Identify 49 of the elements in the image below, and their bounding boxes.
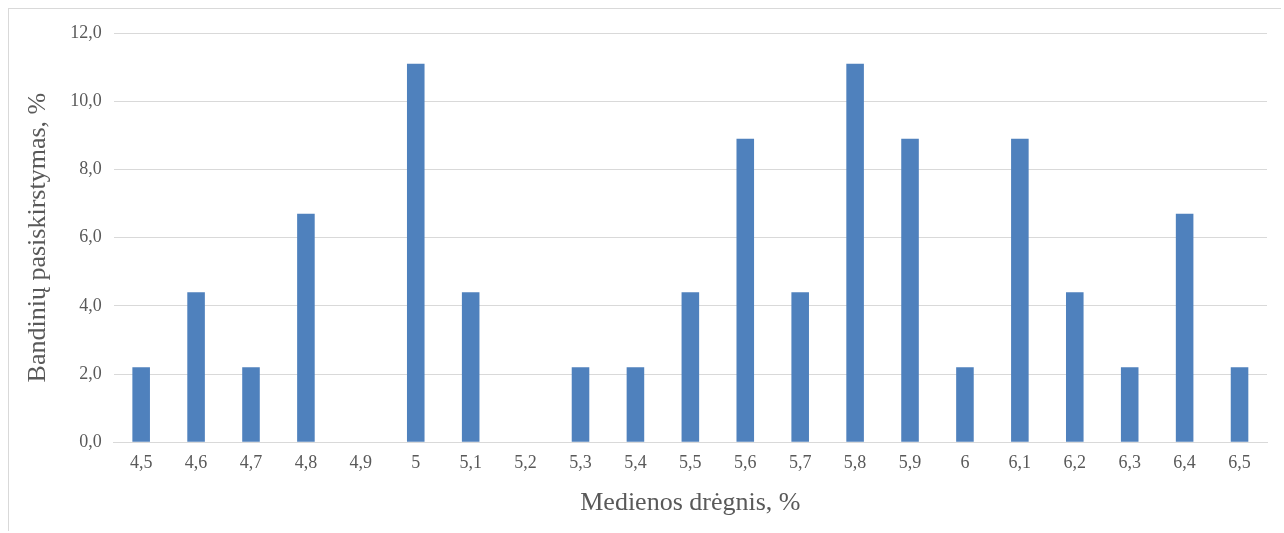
x-tick-label: 6,1 bbox=[1008, 451, 1032, 472]
bar bbox=[187, 292, 205, 442]
bar bbox=[132, 367, 150, 442]
x-tick-label: 4,5 bbox=[129, 451, 153, 472]
x-tick-label: 5,4 bbox=[624, 451, 647, 472]
bar bbox=[901, 138, 919, 442]
x-tick-label: 5,9 bbox=[898, 451, 922, 472]
bar bbox=[406, 63, 425, 442]
bar bbox=[956, 367, 974, 442]
x-tick-label: 5,1 bbox=[459, 451, 482, 472]
bar bbox=[681, 292, 700, 442]
bar bbox=[571, 367, 590, 442]
x-tick-label: 4,9 bbox=[349, 451, 373, 472]
bar bbox=[1120, 367, 1139, 442]
bar bbox=[242, 367, 260, 442]
x-tick-label: 6 bbox=[960, 451, 970, 472]
x-tick-label: 6,4 bbox=[1173, 451, 1196, 472]
x-tick-label: 5,3 bbox=[569, 451, 592, 472]
x-tick-label: 6,2 bbox=[1063, 451, 1087, 472]
x-axis-title: Medienos drėgnis, % bbox=[580, 487, 801, 517]
y-tick-label: 2,0 bbox=[79, 362, 102, 383]
x-tick-label: 6,3 bbox=[1118, 451, 1141, 472]
x-tick-label: 4,7 bbox=[239, 451, 263, 472]
bar bbox=[1230, 367, 1249, 442]
y-tick-label: 6,0 bbox=[79, 226, 102, 247]
y-axis-title: Bandinių pasiskirstymas, % bbox=[22, 92, 52, 383]
x-tick-label: 5,8 bbox=[843, 451, 867, 472]
bar bbox=[1175, 213, 1194, 442]
x-tick-label: 6,5 bbox=[1228, 451, 1251, 472]
bar bbox=[1066, 292, 1084, 442]
y-tick-label: 4,0 bbox=[79, 294, 102, 315]
bar bbox=[736, 138, 755, 442]
y-tick-label: 10,0 bbox=[70, 89, 102, 110]
x-tick-label: 5,6 bbox=[734, 451, 757, 472]
bar bbox=[1011, 138, 1029, 442]
y-tick-label: 0,0 bbox=[79, 430, 102, 451]
x-tick-label: 4,8 bbox=[294, 451, 318, 472]
x-tick-label: 5,7 bbox=[788, 451, 812, 472]
x-tick-label: 5,5 bbox=[679, 451, 702, 472]
bar bbox=[626, 367, 645, 442]
bar bbox=[846, 63, 864, 442]
bar bbox=[791, 292, 809, 442]
y-tick-label: 12,0 bbox=[70, 21, 102, 42]
y-tick-label: 8,0 bbox=[79, 158, 102, 179]
bar bbox=[461, 292, 480, 442]
x-tick-label: 4,6 bbox=[184, 451, 208, 472]
bar bbox=[297, 213, 315, 442]
x-tick-label: 5,2 bbox=[514, 451, 537, 472]
x-tick-label: 5 bbox=[411, 451, 421, 472]
